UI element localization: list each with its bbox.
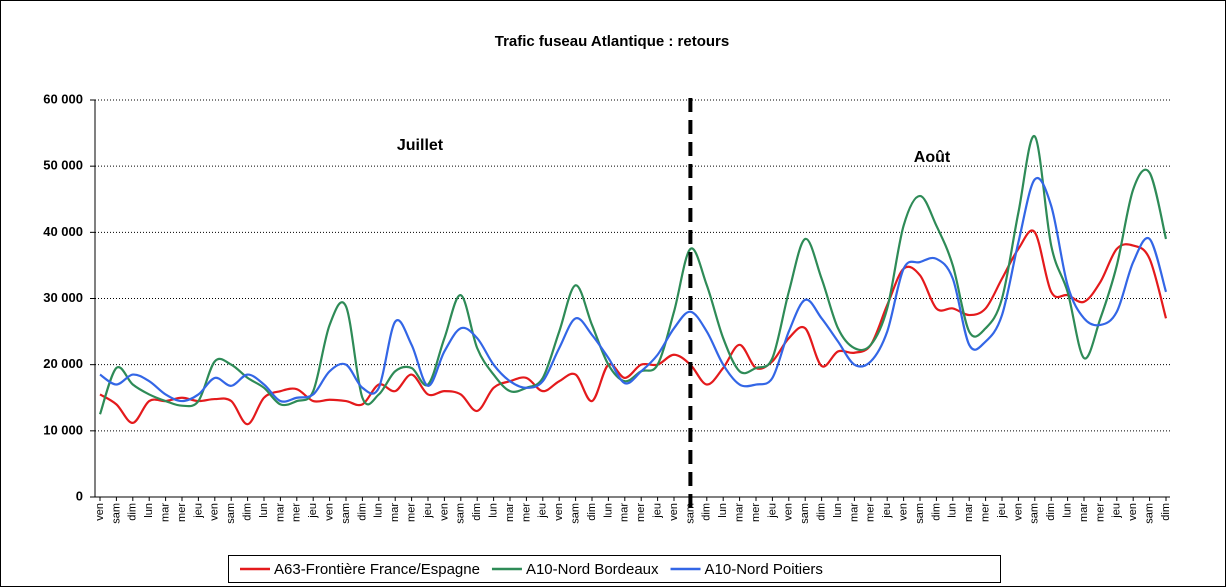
y-tick-label: 50 000 — [43, 158, 83, 173]
x-tick-label: ven — [668, 503, 680, 521]
x-tick-label: dim — [701, 503, 713, 521]
legend-box — [228, 555, 1001, 583]
x-tick-label: sam — [570, 503, 582, 524]
x-tick-label: sam — [110, 503, 122, 524]
x-tick-label: ven — [94, 503, 106, 521]
x-tick-label: dim — [242, 503, 254, 521]
x-tick-label: ven — [438, 503, 450, 521]
x-tick-label: sam — [914, 503, 926, 524]
x-tick-label: ven — [1012, 503, 1024, 521]
x-tick-label: mer — [291, 503, 303, 522]
x-tick-label: ven — [783, 503, 795, 521]
legend-label: A63-Frontière France/Espagne — [274, 561, 480, 578]
x-tick-label: mar — [848, 503, 860, 522]
x-tick-label: jeu — [652, 503, 664, 519]
x-tick-label: sam — [455, 503, 467, 524]
x-tick-label: dim — [1160, 503, 1172, 521]
x-tick-label: jeu — [1111, 503, 1123, 519]
x-tick-label: ven — [1127, 503, 1139, 521]
y-tick-label: 60 000 — [43, 91, 83, 106]
x-tick-label: mar — [274, 503, 286, 522]
x-tick-label: mer — [865, 503, 877, 522]
x-tick-label: dim — [816, 503, 828, 521]
x-tick-label: jeu — [192, 503, 204, 519]
x-tick-label: sam — [684, 503, 696, 524]
x-tick-label: dim — [127, 503, 139, 521]
chart-title: Trafic fuseau Atlantique : retours — [495, 33, 730, 50]
x-tick-label: mer — [520, 503, 532, 522]
x-tick-label: lun — [602, 503, 614, 518]
x-tick-label: jeu — [307, 503, 319, 519]
x-tick-label: mar — [160, 503, 172, 522]
x-tick-label: sam — [340, 503, 352, 524]
x-tick-label: lun — [832, 503, 844, 518]
x-tick-label: dim — [1045, 503, 1057, 521]
x-tick-label: ven — [324, 503, 336, 521]
y-tick-label: 40 000 — [43, 224, 83, 239]
y-tick-label: 30 000 — [43, 290, 83, 305]
series-line — [99, 176, 1168, 403]
x-tick-label: mar — [389, 503, 401, 522]
x-tick-label: sam — [225, 503, 237, 524]
x-tick-label: lun — [488, 503, 500, 518]
x-tick-label: mer — [750, 503, 762, 522]
x-tick-label: jeu — [881, 503, 893, 519]
x-tick-label: sam — [799, 503, 811, 524]
annotation: Juillet — [397, 137, 444, 154]
annotation: Août — [914, 149, 951, 166]
y-tick-label: 0 — [76, 488, 83, 503]
x-tick-label: ven — [553, 503, 565, 521]
x-tick-label: lun — [373, 503, 385, 518]
x-tick-label: mar — [619, 503, 631, 522]
x-tick-label: dim — [356, 503, 368, 521]
x-tick-label: jeu — [422, 503, 434, 519]
legend-label: A10-Nord Poitiers — [705, 561, 823, 578]
x-tick-label: lun — [947, 503, 959, 518]
x-tick-label: lun — [143, 503, 155, 518]
x-tick-label: dim — [586, 503, 598, 521]
x-tick-label: ven — [209, 503, 221, 521]
x-tick-label: mer — [635, 503, 647, 522]
x-tick-label: mer — [176, 503, 188, 522]
x-tick-label: sam — [1029, 503, 1041, 524]
series-line — [99, 229, 1168, 426]
x-tick-label: jeu — [537, 503, 549, 519]
x-tick-label: mer — [1094, 503, 1106, 522]
y-tick-label: 20 000 — [43, 356, 83, 371]
x-tick-label: ven — [898, 503, 910, 521]
y-tick-label: 10 000 — [43, 422, 83, 437]
x-tick-label: lun — [717, 503, 729, 518]
x-tick-label: lun — [1062, 503, 1074, 518]
x-tick-label: jeu — [996, 503, 1008, 519]
x-tick-label: mer — [980, 503, 992, 522]
x-tick-label: mar — [1078, 503, 1090, 522]
x-tick-label: jeu — [766, 503, 778, 519]
x-tick-label: dim — [471, 503, 483, 521]
x-tick-label: mer — [406, 503, 418, 522]
x-tick-label: lun — [258, 503, 270, 518]
legend-label: A10-Nord Bordeaux — [526, 561, 659, 578]
x-tick-label: mar — [963, 503, 975, 522]
x-tick-label: mar — [504, 503, 516, 522]
x-tick-label: sam — [1144, 503, 1156, 524]
x-tick-label: mar — [734, 503, 746, 522]
x-tick-label: dim — [930, 503, 942, 521]
